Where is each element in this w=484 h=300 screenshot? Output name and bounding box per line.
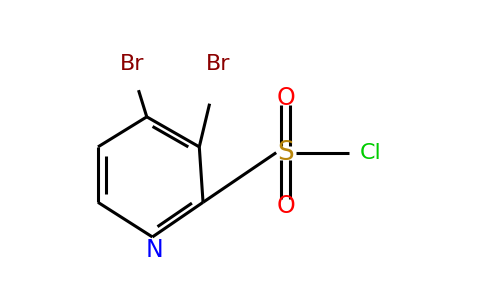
Text: N: N [145, 238, 163, 262]
Text: Br: Br [120, 54, 144, 74]
Text: O: O [276, 86, 295, 110]
Text: Br: Br [206, 54, 230, 74]
Text: Cl: Cl [360, 143, 382, 163]
Text: O: O [276, 194, 295, 218]
Text: S: S [277, 140, 294, 166]
